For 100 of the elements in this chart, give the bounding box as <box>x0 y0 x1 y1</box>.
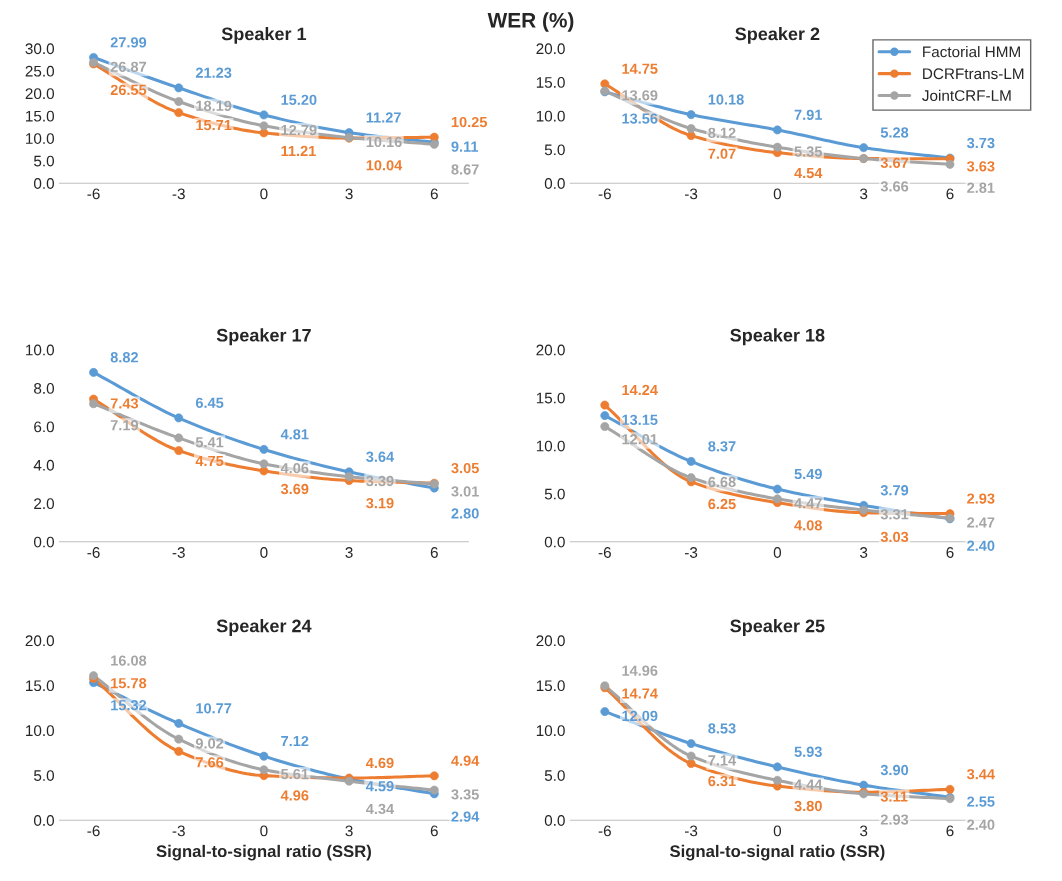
data-label: 3.69 <box>280 483 309 495</box>
x-tick-label: -3 <box>172 825 185 837</box>
y-tick-label: 10.0 <box>26 133 55 144</box>
text: WER (%) <box>487 12 574 32</box>
data-label: 4.81 <box>280 429 309 440</box>
data-label: 10.77 <box>196 703 232 714</box>
data-label: 4.96 <box>280 790 309 801</box>
y-tick-label: 10.0 <box>536 440 565 452</box>
data-label: 10.18 <box>708 94 744 105</box>
y-tick-label: 0.0 <box>33 536 55 548</box>
data-label: 10.16 <box>366 136 402 148</box>
x-tick-label: 0 <box>773 825 782 837</box>
chart-title: Speaker 17 <box>216 328 311 346</box>
data-label: 26.55 <box>110 84 147 96</box>
x-tick-label: -6 <box>598 547 611 558</box>
data-label: 10.04 <box>366 160 403 171</box>
y-tick-label: 20.0 <box>25 88 55 100</box>
data-label: 21.23 <box>195 67 232 78</box>
data-label: 27.99 <box>110 37 147 48</box>
data-label: 5.61 <box>281 768 309 780</box>
data-label: 15.32 <box>111 699 147 711</box>
data-label: 3.79 <box>880 485 909 496</box>
data-label: 3.11 <box>880 791 908 802</box>
x-tick-label: 3 <box>860 547 868 558</box>
data-label: 8.82 <box>110 352 139 363</box>
data-label: 7.66 <box>196 757 224 768</box>
data-label: 6.25 <box>708 498 736 510</box>
data-label: 14.96 <box>622 665 658 676</box>
data-label: 4.06 <box>280 462 309 474</box>
y-tick-label: 20.0 <box>536 43 565 55</box>
data-label: 13.69 <box>622 90 658 101</box>
data-label: 3.31 <box>880 509 909 520</box>
data-label: 7.91 <box>794 109 823 120</box>
y-tick-label: 30.0 <box>25 43 55 55</box>
data-label: 14.75 <box>622 63 658 74</box>
x-tick-label: 3 <box>860 188 868 200</box>
x-tick-label: 6 <box>430 188 438 200</box>
data-label: 3.39 <box>366 475 394 487</box>
x-tick-label: 6 <box>430 825 438 837</box>
y-tick-label: 5.0 <box>544 770 565 781</box>
y-tick-label: 20.0 <box>536 635 565 647</box>
chart-title: Speaker 1 <box>221 27 307 44</box>
x-tick-label: -3 <box>684 825 698 837</box>
chart-title: Speaker 2 <box>735 27 820 44</box>
y-tick-label: 20.0 <box>25 635 55 647</box>
x-tick-label: 6 <box>946 188 954 200</box>
y-tick-label: 20.0 <box>536 344 565 356</box>
x-tick-label: 0 <box>773 547 782 558</box>
data-label: 12.09 <box>622 710 658 722</box>
x-tick-label: -6 <box>598 188 611 200</box>
data-label: 3.66 <box>880 181 909 192</box>
y-tick-label: 0.0 <box>544 178 565 189</box>
data-label: 13.15 <box>622 414 658 426</box>
data-label: 3.44 <box>966 769 995 780</box>
x-tick-label: 0 <box>260 547 268 558</box>
legend-label: JointCRF-LM <box>922 89 1011 102</box>
x-tick-label: -6 <box>87 188 100 200</box>
data-label: 5.35 <box>794 146 823 157</box>
data-label: 3.35 <box>451 789 479 800</box>
data-label: 15.71 <box>196 120 232 131</box>
data-label: 3.67 <box>880 157 909 168</box>
data-label: 8.12 <box>708 127 736 138</box>
data-label: 14.24 <box>622 384 658 395</box>
x-tick-label: 0 <box>773 188 782 200</box>
data-label: 13.56 <box>622 113 658 124</box>
data-label: 12.79 <box>281 124 317 136</box>
y-tick-label: 6.0 <box>34 421 55 433</box>
x-tick-label: 3 <box>860 825 868 837</box>
y-tick-label: 10.0 <box>26 725 55 737</box>
data-label: 7.14 <box>708 755 737 766</box>
data-label: 16.08 <box>111 655 147 666</box>
y-tick-label: 0.0 <box>33 815 55 826</box>
data-label: 3.63 <box>966 161 995 172</box>
data-label: 2.93 <box>967 493 995 504</box>
data-label: 8.37 <box>708 441 736 452</box>
x-tick-label: 6 <box>946 547 954 558</box>
x-tick-label: 6 <box>430 547 438 558</box>
y-tick-label: 15.0 <box>536 77 565 88</box>
chart-title: Speaker 18 <box>730 328 825 346</box>
y-tick-label: 2.0 <box>34 498 55 510</box>
y-tick-label: 5.0 <box>544 144 565 156</box>
data-label: 8.53 <box>708 723 736 734</box>
data-label: 9.11 <box>451 141 479 152</box>
y-tick-label: 15.0 <box>536 680 565 692</box>
data-label: 2.80 <box>451 508 479 519</box>
data-label: 6.45 <box>195 397 224 408</box>
data-label: 4.54 <box>794 167 823 179</box>
data-label: 8.67 <box>451 164 479 175</box>
data-label: 5.41 <box>195 437 224 448</box>
data-label: 15.20 <box>281 94 317 105</box>
data-label: 2.81 <box>967 182 995 193</box>
x-tick-label: -6 <box>87 547 100 558</box>
data-label: 10.25 <box>451 116 488 128</box>
data-label: 7.43 <box>110 398 139 409</box>
y-tick-label: 15.0 <box>536 392 565 404</box>
data-label: 4.69 <box>365 757 394 769</box>
data-label: 2.94 <box>451 811 480 822</box>
y-tick-label: 4.0 <box>33 459 55 471</box>
x-tick-label: 3 <box>345 547 353 558</box>
y-tick-label: 0.0 <box>33 178 55 189</box>
